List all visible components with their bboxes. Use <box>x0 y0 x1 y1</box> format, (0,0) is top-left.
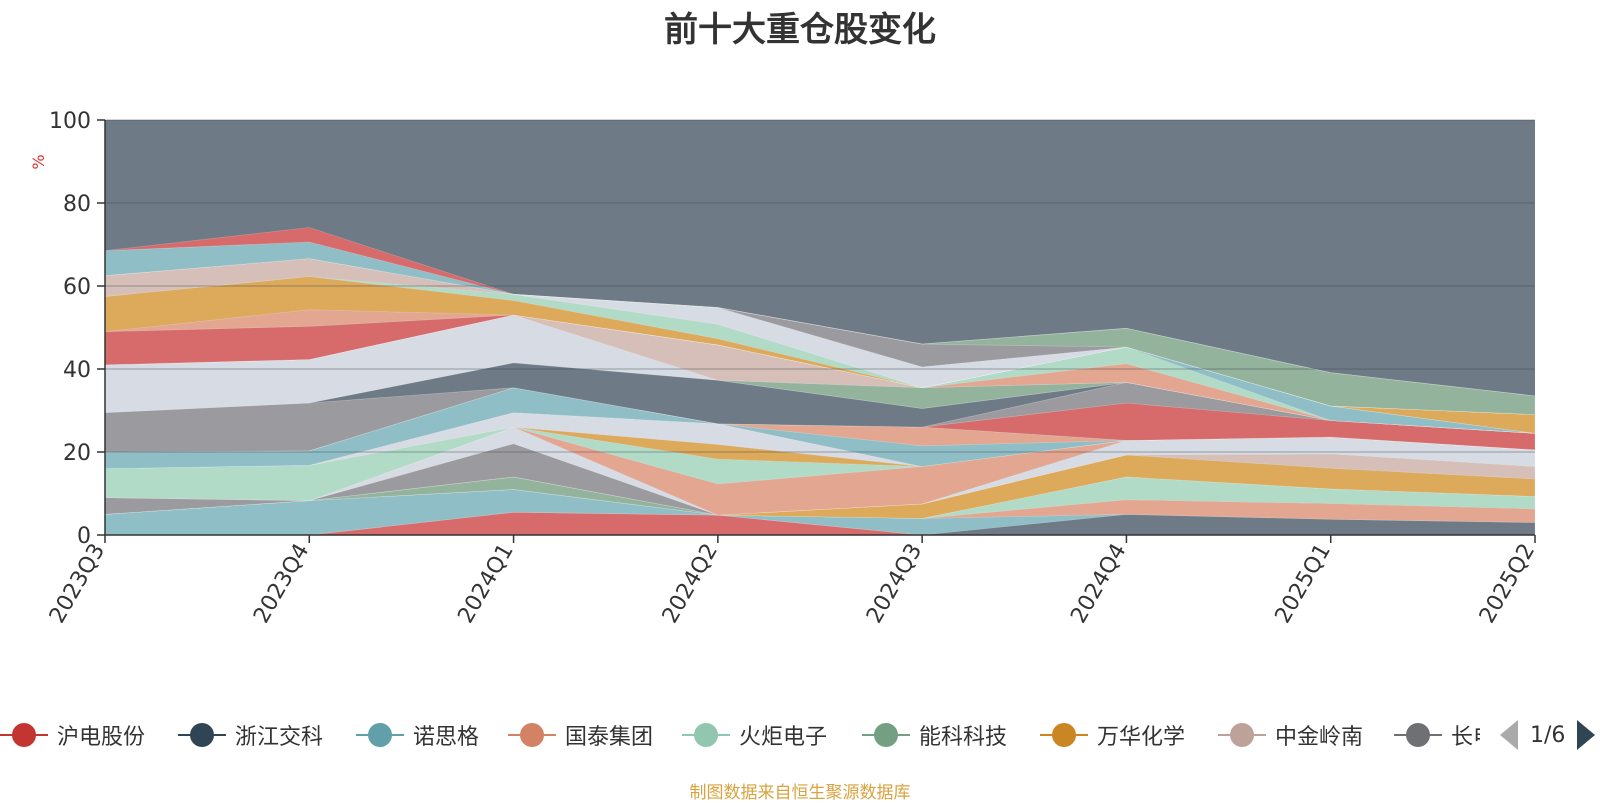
legend-item[interactable]: 火炬电子 <box>682 718 827 752</box>
area-series-26[interactable] <box>104 314 1536 434</box>
legend-marker-icon <box>1218 722 1266 748</box>
area-series-10[interactable] <box>104 426 1536 516</box>
legend-marker-icon <box>682 722 730 748</box>
stacked-area-chart: 0 20 40 60 80 100 2023Q3 2023Q4 2024Q1 2024Q2 2024… <box>29 109 1540 628</box>
area-series-2[interactable] <box>105 511 1536 536</box>
legend-item[interactable]: 万华化学 <box>1040 718 1185 752</box>
x-tick-label: 2023Q3 <box>45 540 110 628</box>
y-tick-label: 60 <box>63 275 91 300</box>
legend: 沪电股份 浙江交科 诺思格 国泰集团 火炬电子 能科科技 万华化学 中金岭南 长电 <box>0 718 1480 752</box>
y-tick-label: 40 <box>63 358 91 383</box>
area-series-35[interactable] <box>104 227 1536 397</box>
x-tick-label: 2023Q4 <box>249 540 314 628</box>
legend-label: 火炬电子 <box>739 725 828 750</box>
legend-marker-icon <box>356 722 404 748</box>
chart-title: 前十大重仓股变化 <box>664 10 936 50</box>
area-series-28[interactable] <box>104 276 1536 434</box>
legend-marker-icon <box>1040 722 1088 748</box>
legend-item[interactable]: 国泰集团 <box>508 718 653 752</box>
area-series-7[interactable] <box>104 454 1536 519</box>
area-series-33[interactable] <box>104 258 1536 415</box>
legend-label: 中金岭南 <box>1275 725 1364 750</box>
area-series-8[interactable] <box>104 453 1536 516</box>
legend-label: 诺思格 <box>413 725 480 750</box>
x-tick-label: 2024Q3 <box>862 540 927 628</box>
legend-label: 国泰集团 <box>565 725 654 750</box>
legend-marker-icon <box>178 722 226 748</box>
y-tick-label: 20 <box>63 441 91 466</box>
source-note: 制图数据来自恒生聚源数据库 <box>689 783 911 803</box>
grid-lines <box>105 119 1535 453</box>
legend-marker-icon <box>508 722 556 748</box>
legend-marker-icon <box>0 722 48 748</box>
legend-item[interactable]: 沪电股份 <box>0 718 145 752</box>
x-tick-label: 2025Q1 <box>1271 540 1336 628</box>
x-tick-label: 2024Q1 <box>453 540 518 628</box>
legend-label: 万华化学 <box>1097 725 1186 750</box>
x-tick-label: 2024Q4 <box>1066 540 1131 628</box>
area-series-4[interactable] <box>104 489 1536 523</box>
y-tick-label: 80 <box>63 192 91 217</box>
legend-label: 浙江交科 <box>235 725 324 750</box>
legend-label: 沪电股份 <box>57 725 146 750</box>
area-series-5[interactable] <box>104 476 1536 519</box>
area-series-group <box>104 227 1536 536</box>
legend-item[interactable]: 长电 <box>1394 718 1480 752</box>
legend-pagination: 1/6 <box>1500 718 1596 752</box>
area-series-34[interactable] <box>104 241 1536 397</box>
legend-label: 长电 <box>1451 725 1480 750</box>
x-tick-label: 2024Q2 <box>658 540 723 628</box>
legend-marker-icon <box>1394 722 1442 748</box>
y-tick-label: 0 <box>77 524 91 549</box>
x-tick-label: 2025Q2 <box>1475 540 1540 628</box>
legend-item[interactable]: 诺思格 <box>356 718 479 752</box>
legend-item[interactable]: 中金岭南 <box>1218 718 1363 752</box>
y-axis-unit-label: % <box>29 154 48 169</box>
legend-marker-icon <box>862 722 910 748</box>
legend-label: 能科科技 <box>919 725 1008 750</box>
legend-next-page-icon[interactable] <box>1577 720 1596 750</box>
legend-page-indicator: 1/6 <box>1530 722 1566 748</box>
y-tick-label: 100 <box>49 109 91 134</box>
legend-item[interactable]: 浙江交科 <box>178 718 323 752</box>
legend-item[interactable]: 能科科技 <box>862 718 1007 752</box>
legend-prev-page-icon[interactable] <box>1500 720 1518 750</box>
